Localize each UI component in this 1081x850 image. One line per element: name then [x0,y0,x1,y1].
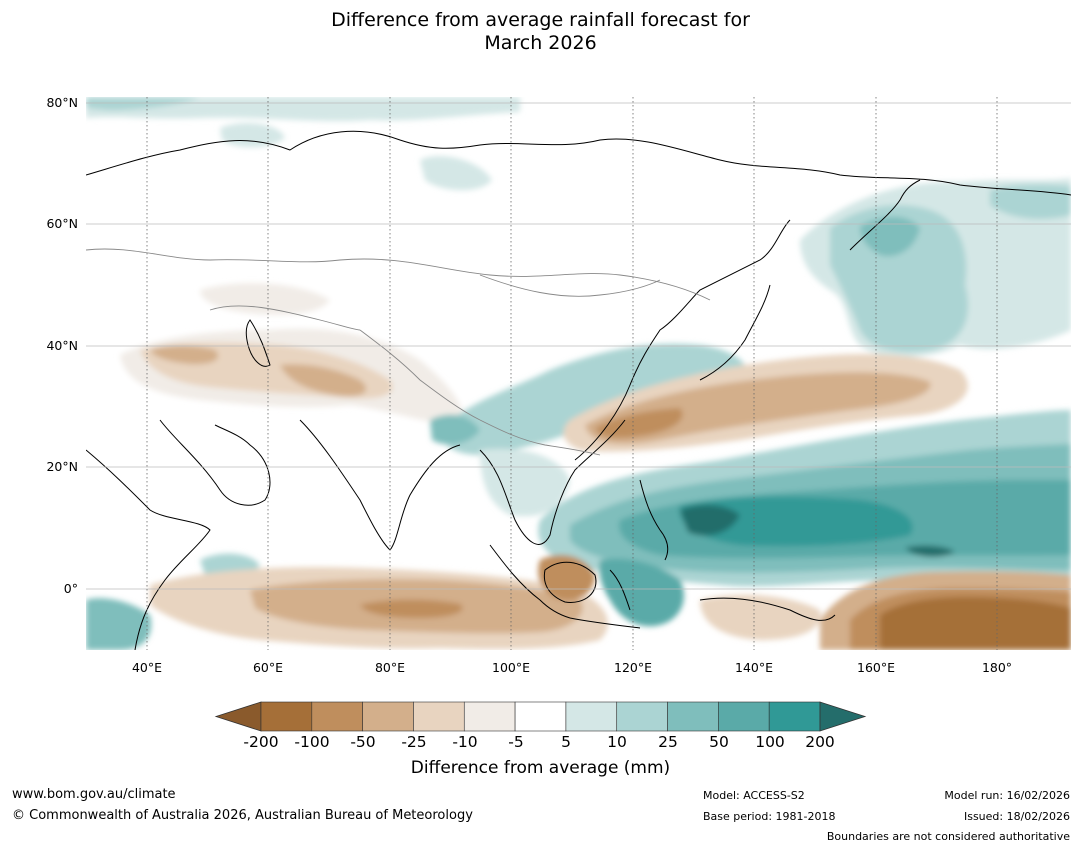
coastline-eurasia-north [86,130,1071,196]
anomaly-kazakh-dry [200,283,330,315]
colorbar-swatch [565,701,618,732]
boundary-china-south [479,419,601,456]
coastline-japan [699,284,771,381]
lon-label-80e: 80°E [374,660,406,675]
colorbar-label: Difference from average (mm) [410,758,671,778]
anomaly-india-north-wet [430,414,480,445]
coastline-arabia [159,419,271,506]
colorbar-tick-neg10: -10 [452,733,478,751]
colorbar-tick-neg5: -5 [508,733,524,751]
colorbar-swatch [718,701,770,732]
anomaly-png-dry [700,594,821,640]
colorbar-swatch [413,701,465,732]
lat-label-60n: 60°N [46,216,78,231]
coastline-sulawesi [609,569,631,611]
anomaly-arctic-wet-2 [86,97,200,111]
footer-url[interactable]: www.bom.gov.au/climate [12,787,176,802]
anomaly-east-asia-wet [440,343,748,455]
lon-label-180: 180° [981,660,1013,675]
rainfall-anomaly-map [86,97,1071,650]
footer-copyright: © Commonwealth of Australia 2026, Austra… [12,808,473,823]
lon-label-140e: 140°E [734,660,774,675]
map-title: Difference from average rainfall forecas… [0,9,1081,55]
colorbar-tick-50: 50 [709,733,729,751]
boundary-china-west [359,329,481,421]
footer-model-run: Model run: 16/02/2026 [944,789,1070,802]
anomaly-indian-ocean-dry-core [360,599,463,618]
lon-label-120e: 120°E [613,660,653,675]
anomaly-central-asia-dry-3 [150,345,219,365]
colorbar-tick-neg200: -200 [243,733,279,751]
coastline-indochina [479,419,626,545]
coastline-caspian [245,319,271,367]
colorbar-tick-neg100: -100 [294,733,330,751]
footer-boundaries-note: Boundaries are not considered authoritat… [826,830,1070,843]
title-line-1: Difference from average rainfall forecas… [331,9,750,31]
colorbar-swatch [463,701,516,732]
coastline-new-guinea [699,597,836,621]
colorbar-swatch [311,701,363,732]
colorbar-swatch [768,701,821,732]
colorbar-swatch [514,701,567,732]
colorbar-tick-100: 100 [755,733,785,751]
anomaly-siberia-wet [420,156,492,191]
colorbar-tick-10: 10 [607,733,627,751]
anomaly-burma-wet [480,448,570,517]
colorbar-tick-5: 5 [561,733,571,751]
footer-base-period: Base period: 1981-2018 [703,810,836,823]
colorbar-swatch [362,701,414,732]
colorbar-tick-neg50: -50 [350,733,376,751]
anomaly-ural-wet [220,123,285,148]
coastline-borneo [543,561,597,603]
colorbar-under-arrow [214,701,262,732]
colorbar-swatch [616,701,668,732]
anomaly-central-pacific-dry-core [880,596,1071,650]
footer-issued: Issued: 18/02/2026 [963,810,1070,823]
colorbar-tick-25: 25 [658,733,678,751]
anomaly-north-pacific-wet-2 [830,205,969,352]
lon-label-160e: 160°E [856,660,896,675]
colorbar-swatch [667,701,719,732]
coastline-philippines [639,479,669,561]
colorbar-tick-neg25: -25 [401,733,427,751]
anomaly-nw-pacific-dry-core [595,408,683,438]
anomaly-indonesia-wet [599,558,684,627]
colorbar [214,701,867,732]
anomaly-tropical-pacific-wet-high [679,496,913,547]
colorbar-tick-200: 200 [805,733,835,751]
lat-label-40n: 40°N [46,338,78,353]
colorbar-swatch [260,701,313,732]
lat-label-20n: 20°N [46,459,78,474]
anomaly-tropical-pacific-wet-peak-2 [905,545,955,557]
footer-model: Model: ACCESS-S2 [703,789,805,802]
lat-label-80n: 80°N [46,95,78,110]
coastline-sumatra [489,544,571,619]
anomaly-north-pacific-wet-4 [990,184,1071,219]
anomaly-africa-east-wet [86,598,152,650]
boundary-mongolia [479,274,661,297]
coastline-africa-east [86,449,211,650]
lon-label-60e: 60°E [252,660,284,675]
coastline-java [569,617,641,629]
lat-label-0: 0° [63,581,78,596]
colorbar-over-arrow [819,701,867,732]
boundary-russia-south [86,248,711,301]
anomaly-iran-dry [280,364,367,397]
anomaly-tropical-pacific-wet-peak [680,504,740,536]
coastline-kamchatka [849,179,921,251]
title-line-2: March 2026 [484,32,597,54]
coastline-china-east [574,219,791,461]
lon-label-40e: 40°E [131,660,163,675]
lon-label-100e: 100°E [491,660,531,675]
boundary-central-asia [209,305,361,331]
